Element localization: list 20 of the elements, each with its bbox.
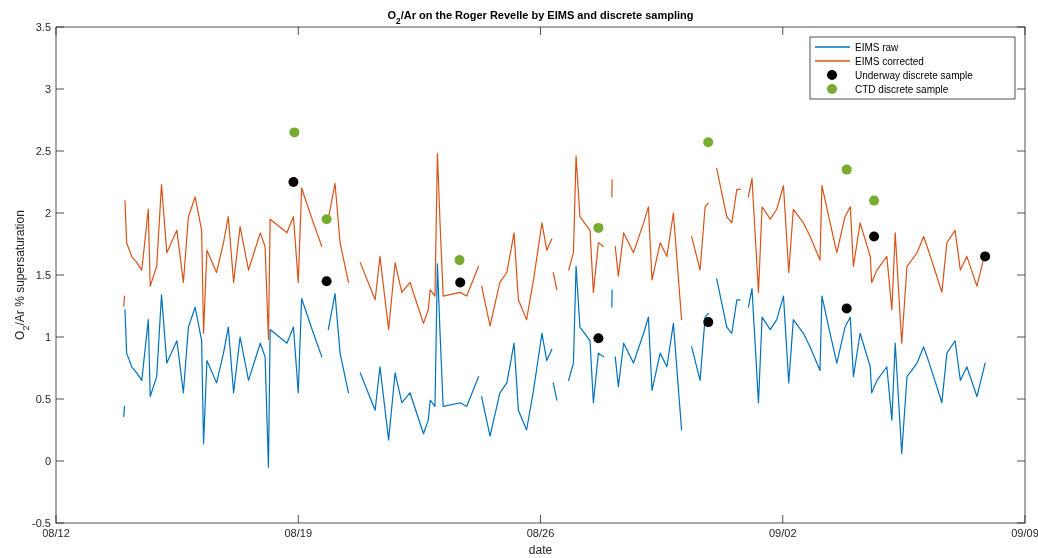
x-tick-label: 08/12: [42, 527, 70, 539]
y-tick-label: 2.5: [35, 145, 51, 157]
x-axis-title: date: [528, 543, 553, 557]
y-tick-label: 0: [44, 455, 51, 467]
y-tick-label: 1.5: [35, 269, 51, 281]
y-tick-label: 2: [44, 207, 51, 219]
y-tick-label: 1: [44, 331, 51, 343]
y-tick-label: -0.5: [32, 517, 51, 529]
x-tick-label: 09/09: [1011, 527, 1038, 539]
x-tick-label: 08/26: [526, 527, 555, 539]
y-tick-label: 3: [44, 83, 51, 95]
legend-label: EIMS raw: [855, 42, 900, 53]
legend-label: EIMS corrected: [855, 56, 924, 67]
y-tick-label: 0.5: [35, 393, 51, 405]
x-tick-label: 08/19: [284, 527, 313, 539]
legend-label: Underway discrete sample: [855, 70, 974, 81]
legend-label: CTD discrete sample: [855, 84, 949, 95]
x-tick-label: 09/02: [768, 527, 797, 539]
chart-title: O$_{2}$/Ar on the Roger Revelle by EIMS and discrete sampling: [387, 9, 694, 26]
y-tick-label: 3.5: [35, 21, 51, 33]
